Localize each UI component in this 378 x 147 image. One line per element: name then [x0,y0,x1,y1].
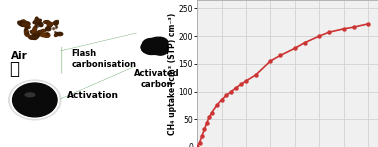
Circle shape [11,82,59,118]
Ellipse shape [33,19,41,24]
Ellipse shape [46,33,49,35]
Ellipse shape [25,28,28,36]
FancyArrowPatch shape [61,33,136,51]
Ellipse shape [39,33,50,37]
Ellipse shape [27,33,29,35]
Y-axis label: CH₄ uptake (cm³ (STP) cm⁻³): CH₄ uptake (cm³ (STP) cm⁻³) [168,12,177,135]
Ellipse shape [53,21,58,24]
Ellipse shape [54,21,58,25]
Text: Flash
carbonisation: Flash carbonisation [71,49,136,69]
Text: 🔥: 🔥 [9,60,19,78]
Ellipse shape [30,30,39,35]
Ellipse shape [18,21,25,26]
Ellipse shape [37,30,42,36]
Ellipse shape [34,30,41,36]
Ellipse shape [32,34,35,35]
Ellipse shape [46,27,51,31]
Circle shape [12,83,57,117]
Ellipse shape [54,32,59,36]
Ellipse shape [25,22,30,26]
Ellipse shape [141,42,160,55]
Ellipse shape [141,40,168,54]
Text: Air: Air [11,51,27,61]
Ellipse shape [53,28,54,30]
Ellipse shape [28,35,34,38]
Circle shape [9,80,61,120]
Ellipse shape [44,21,53,25]
Text: Activated
carbon: Activated carbon [134,69,180,89]
Ellipse shape [45,33,50,37]
Ellipse shape [29,36,37,39]
Ellipse shape [25,93,35,97]
Ellipse shape [143,39,155,47]
Ellipse shape [47,22,53,27]
Ellipse shape [23,23,30,28]
Ellipse shape [20,20,25,24]
FancyArrowPatch shape [60,67,133,99]
Ellipse shape [55,32,57,34]
Ellipse shape [33,26,37,33]
Ellipse shape [36,26,39,27]
Ellipse shape [36,34,39,35]
Ellipse shape [153,45,168,55]
Ellipse shape [20,21,28,25]
Ellipse shape [39,22,43,27]
Ellipse shape [37,23,40,24]
Ellipse shape [33,33,40,40]
Ellipse shape [44,21,50,23]
Ellipse shape [145,37,168,51]
Ellipse shape [56,27,57,29]
Ellipse shape [57,32,63,36]
Ellipse shape [35,17,39,25]
Ellipse shape [25,28,27,30]
Ellipse shape [26,27,28,29]
Ellipse shape [30,35,39,38]
Ellipse shape [41,29,46,32]
Ellipse shape [55,25,57,27]
Text: Activation: Activation [67,91,119,100]
